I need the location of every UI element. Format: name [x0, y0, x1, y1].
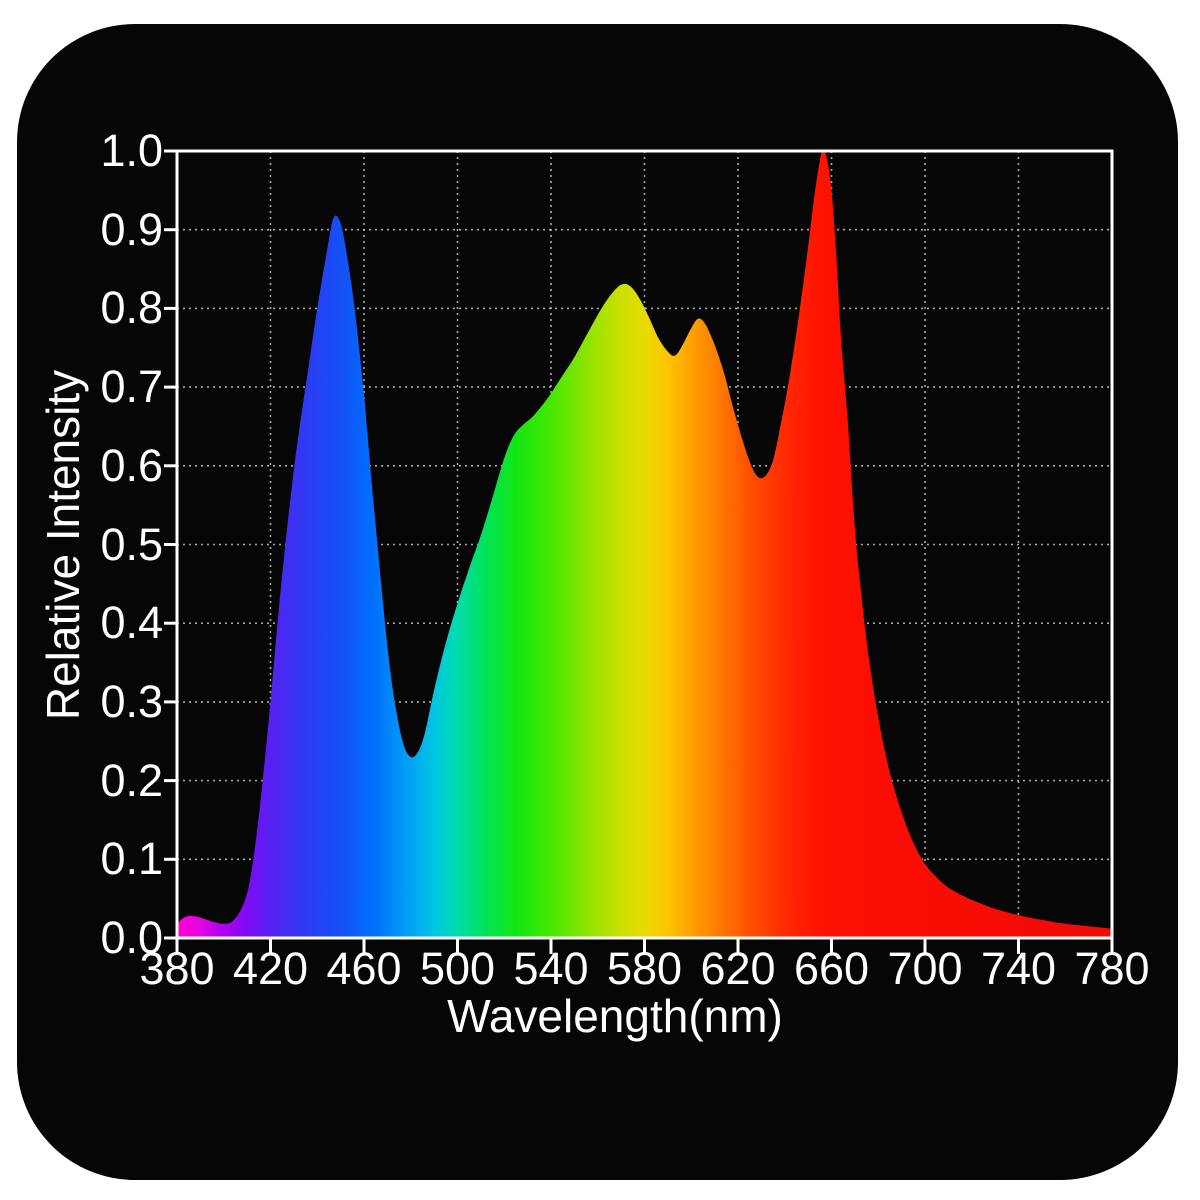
- x-tick-label: 420: [232, 943, 309, 994]
- y-tick-label: 0.8: [100, 282, 163, 334]
- x-axis-title: Wavelength(nm): [447, 990, 783, 1042]
- x-tick-label: 740: [980, 943, 1057, 994]
- y-tick-label: 0.1: [100, 833, 163, 885]
- y-tick-label: 0.4: [100, 597, 163, 649]
- y-tick-label: 0.5: [100, 518, 163, 570]
- y-tick-label: 0.9: [100, 203, 163, 255]
- x-tick-label: 620: [700, 943, 776, 994]
- x-tick-label: 540: [513, 943, 589, 994]
- x-tick-label: 580: [606, 943, 683, 994]
- x-tick-label: 700: [887, 943, 963, 994]
- x-tick-label: 500: [419, 943, 496, 994]
- y-tick-label: 0.6: [100, 439, 163, 491]
- spectrum-area: [177, 151, 1112, 938]
- y-tick-label: 0.7: [100, 361, 163, 413]
- y-tick-label: 1.0: [100, 125, 163, 176]
- y-tick-label: 0.2: [100, 754, 163, 806]
- y-tick-label: 0.3: [100, 675, 163, 727]
- x-tick-label: 460: [326, 943, 402, 994]
- y-tick-label: 0.0: [100, 912, 163, 963]
- x-tick-label: 380: [139, 943, 215, 994]
- x-tick-label: 660: [793, 943, 870, 994]
- x-tick-label: 780: [1074, 943, 1150, 994]
